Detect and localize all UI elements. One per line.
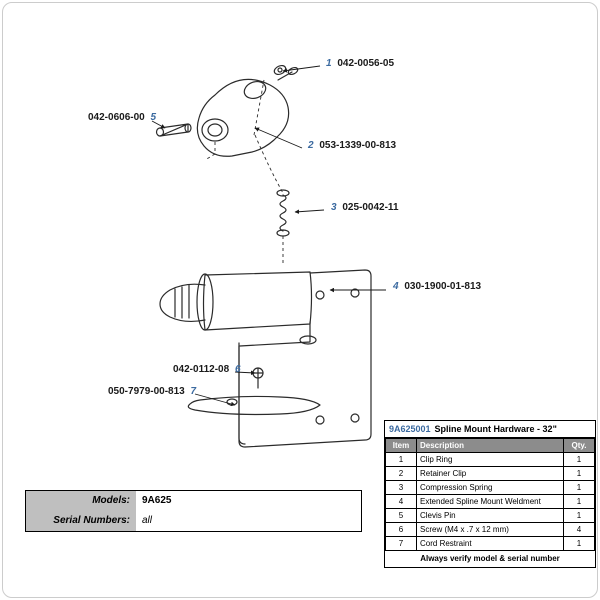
callout-1: 1 042-0056-05: [323, 58, 394, 69]
col-item: Item: [386, 439, 417, 453]
col-desc: Description: [417, 439, 564, 453]
callout-5: 042-0606-00 5: [88, 112, 159, 123]
models-values-col: 9A625 all: [136, 491, 361, 531]
cell: 6: [386, 523, 417, 537]
callout-2: 2 053-1339-00-813: [305, 140, 396, 151]
callout-6: 042-0112-08 6: [173, 364, 244, 375]
cell: 1: [564, 495, 595, 509]
cell: Retainer Clip: [417, 467, 564, 481]
parts-title: 9A625001 Spline Mount Hardware - 32": [385, 421, 595, 438]
callout-lines: [152, 66, 386, 405]
cell: 1: [386, 453, 417, 467]
parts-table-box: 9A625001 Spline Mount Hardware - 32" Ite…: [384, 420, 596, 568]
cell: 2: [386, 467, 417, 481]
cell: 4: [564, 523, 595, 537]
cell: 1: [564, 467, 595, 481]
cell: 1: [564, 453, 595, 467]
cell: 4: [386, 495, 417, 509]
callout-part: 042-0112-08: [173, 364, 229, 375]
callout-part: 042-0606-00: [88, 112, 145, 123]
cell: Clevis Pin: [417, 509, 564, 523]
parts-title-num: 9A625001: [389, 424, 431, 434]
cell: 1: [564, 481, 595, 495]
callout-7: 050-7979-00-813 7: [108, 386, 199, 397]
models-value: 9A625: [136, 491, 361, 511]
cell: Compression Spring: [417, 481, 564, 495]
callout-num: 7: [191, 386, 197, 397]
models-box: Models: Serial Numbers: 9A625 all: [25, 490, 362, 532]
table-row: 3 Compression Spring 1: [386, 481, 595, 495]
cell: 5: [386, 509, 417, 523]
callout-3: 3 025-0042-11: [328, 202, 399, 213]
parts-title-name: Spline Mount Hardware - 32": [435, 424, 557, 434]
callout-num: 4: [393, 281, 399, 292]
callout-part: 030-1900-01-813: [404, 281, 481, 292]
callout-part: 053-1339-00-813: [319, 140, 396, 151]
parts-table: Item Description Qty. 1 Clip Ring 1 2 Re…: [385, 438, 595, 551]
cell: 1: [564, 509, 595, 523]
table-row: 4 Extended Spline Mount Weldment 1: [386, 495, 595, 509]
parts-header-row: Item Description Qty.: [386, 439, 595, 453]
callout-part: 025-0042-11: [342, 202, 398, 213]
callout-num: 2: [308, 140, 314, 151]
page: 1 042-0056-05 2 053-1339-00-813 3 025-00…: [0, 0, 600, 600]
cell: Extended Spline Mount Weldment: [417, 495, 564, 509]
models-label: Models:: [26, 491, 136, 511]
serial-value: all: [136, 511, 361, 531]
callout-num: 5: [151, 112, 157, 123]
table-row: 2 Retainer Clip 1: [386, 467, 595, 481]
cell: 7: [386, 537, 417, 551]
cell: Clip Ring: [417, 453, 564, 467]
table-row: 5 Clevis Pin 1: [386, 509, 595, 523]
table-row: 7 Cord Restraint 1: [386, 537, 595, 551]
cell: 3: [386, 481, 417, 495]
callout-4: 4 030-1900-01-813: [390, 281, 481, 292]
parts-footer: Always verify model & serial number: [385, 551, 595, 567]
callout-part: 042-0056-05: [337, 58, 394, 69]
serial-label: Serial Numbers:: [26, 511, 136, 531]
callout-part: 050-7979-00-813: [108, 386, 185, 397]
callout-num: 1: [326, 58, 332, 69]
cell: Cord Restraint: [417, 537, 564, 551]
cell: 1: [564, 537, 595, 551]
callout-num: 3: [331, 202, 337, 213]
models-labels-col: Models: Serial Numbers:: [26, 491, 136, 531]
col-qty: Qty.: [564, 439, 595, 453]
table-row: 6 Screw (M4 x .7 x 12 mm) 4: [386, 523, 595, 537]
callout-num: 6: [235, 364, 241, 375]
cell: Screw (M4 x .7 x 12 mm): [417, 523, 564, 537]
table-row: 1 Clip Ring 1: [386, 453, 595, 467]
